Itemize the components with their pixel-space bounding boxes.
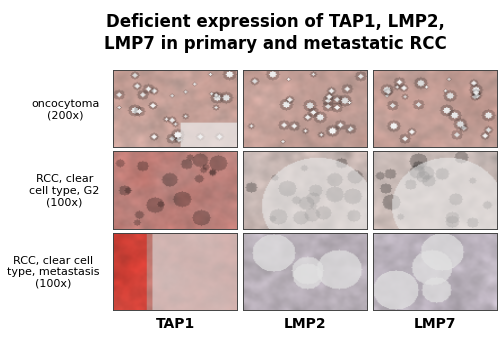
- Text: RCC, clear cell
type, metastasis
(100x): RCC, clear cell type, metastasis (100x): [7, 256, 100, 289]
- Text: LMP2: LMP2: [284, 317, 327, 331]
- Text: RCC, clear
cell type, G2
(100x): RCC, clear cell type, G2 (100x): [30, 174, 100, 207]
- Text: LMP7: LMP7: [414, 317, 456, 331]
- Text: Deficient expression of TAP1, LMP2,
LMP7 in primary and metastatic RCC: Deficient expression of TAP1, LMP2, LMP7…: [104, 13, 446, 53]
- Text: oncocytoma
(200x): oncocytoma (200x): [32, 99, 100, 120]
- Text: TAP1: TAP1: [156, 317, 194, 331]
